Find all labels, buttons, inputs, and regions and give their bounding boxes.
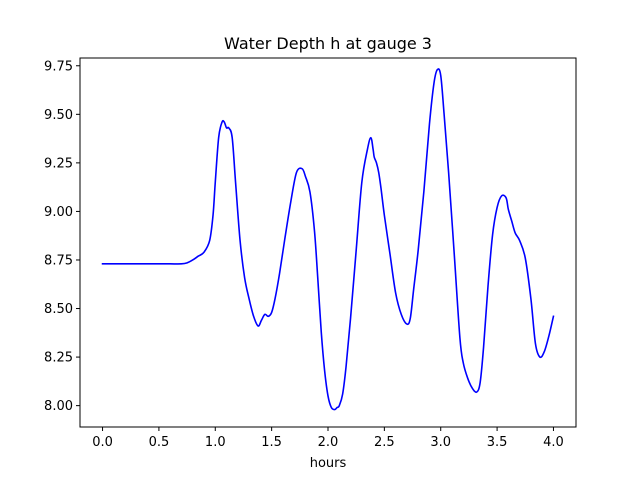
y-tick-label: 8.00 <box>44 399 73 414</box>
y-tick-label: 9.00 <box>44 205 73 220</box>
x-tick-label: 4.0 <box>543 435 564 450</box>
y-tick-label: 9.50 <box>44 108 73 123</box>
y-tick-label: 9.75 <box>44 59 73 74</box>
series-layer <box>101 68 555 411</box>
y-tick-label: 9.25 <box>44 156 73 171</box>
y-axis-ticks: 8.00 8.25 8.50 8.75 9.00 9.25 9.50 9.75 <box>44 59 80 414</box>
x-axis-label: hours <box>310 456 347 471</box>
x-tick-label: 2.5 <box>374 435 395 450</box>
series-line <box>101 68 555 411</box>
x-tick-label: 3.0 <box>430 435 451 450</box>
x-tick-label: 2.0 <box>318 435 339 450</box>
chart-title: Water Depth h at gauge 3 <box>224 34 432 53</box>
x-axis-ticks: 0.0 0.5 1.0 1.5 2.0 2.5 3.0 3.5 4.0 <box>92 427 564 450</box>
x-tick-label: 0.0 <box>92 435 113 450</box>
y-tick-label: 8.25 <box>44 351 73 366</box>
x-tick-label: 1.0 <box>205 435 226 450</box>
x-tick-label: 0.5 <box>149 435 170 450</box>
y-tick-label: 8.50 <box>44 302 73 317</box>
x-tick-label: 1.5 <box>261 435 282 450</box>
y-tick-label: 8.75 <box>44 253 73 268</box>
x-tick-label: 3.5 <box>487 435 508 450</box>
